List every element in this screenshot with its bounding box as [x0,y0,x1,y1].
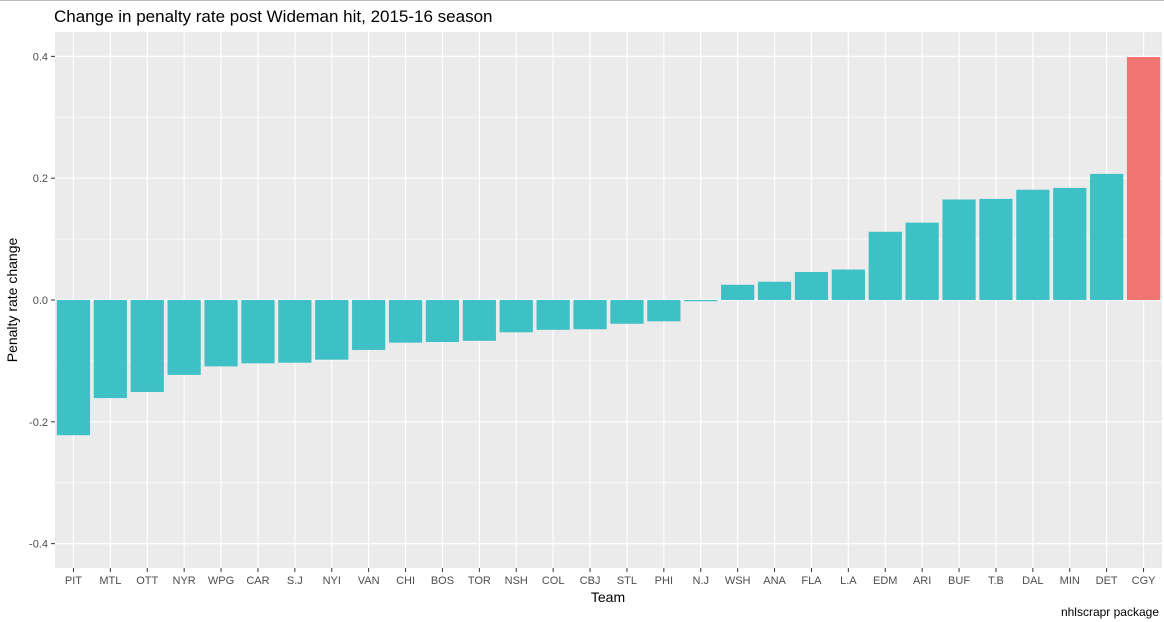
x-tick-label: CGY [1132,575,1157,587]
x-tick-label: CHI [396,575,415,587]
x-tick-label: ANA [763,575,786,587]
bar-edm [868,231,902,300]
bar-ari [905,222,939,300]
x-tick-label: BOS [431,575,454,587]
bar-ott [130,300,164,392]
bar-fla [794,271,829,300]
bar-van [352,300,386,350]
x-tick-label: COL [542,575,565,587]
bar-cgy [1126,56,1161,300]
chart-title: Change in penalty rate post Wideman hit,… [54,7,493,26]
y-tick-label: 0.4 [33,51,48,63]
bar-sj [278,300,312,363]
x-tick-label: STL [617,575,637,587]
x-tick-label: MTL [99,575,121,587]
bar-mtl [93,300,127,399]
bar-wsh [721,284,755,300]
x-tick-label: WSH [725,575,751,587]
x-axis-ticks: PIT MTL OTT NYR WPG CAR S.J NYI VAN CHI BOS TOR NSH C… [65,568,1156,587]
y-tick-label: 0.0 [33,295,48,307]
bar-min [1053,187,1087,300]
bar-nyi [315,300,349,360]
bar-phi [647,300,681,322]
bar-tor [462,300,496,341]
y-axis-label: Penalty rate change [4,238,20,363]
bar-det [1090,173,1124,300]
bar-bos [425,300,460,343]
x-tick-label: EDM [873,575,897,587]
x-tick-label: WPG [208,575,234,587]
y-tick-label: 0.2 [33,173,48,185]
x-tick-label: DAL [1022,575,1043,587]
x-tick-label: ARI [913,575,931,587]
bar-nj [684,300,718,302]
x-tick-label: PHI [655,575,673,587]
bar-stl [610,300,644,324]
x-tick-label: NSH [505,575,528,587]
x-tick-label: S.J [287,575,303,587]
x-tick-label: DET [1096,575,1118,587]
y-axis-ticks: -0.4 -0.2 0.0 0.2 0.4 [29,51,55,551]
x-tick-label: L.A [840,575,857,587]
y-tick-label: -0.2 [29,417,48,429]
bar-dal [1016,189,1050,300]
x-tick-label: TOR [468,575,491,587]
bar-nsh [499,300,533,333]
bar-wpg [204,300,238,367]
x-tick-label: NYI [323,575,341,587]
bar-cbj [573,300,607,330]
bar-col [536,300,570,330]
x-tick-label: BUF [948,575,970,587]
x-tick-label: CAR [246,575,269,587]
bars [56,56,1161,436]
x-tick-label: N.J [693,575,710,587]
x-axis-label: Team [591,589,625,605]
bar-buf [942,199,976,300]
y-tick-label: -0.4 [29,539,48,551]
x-tick-label: CBJ [580,575,601,587]
x-tick-label: FLA [801,575,822,587]
bar-nyr [167,300,201,375]
x-tick-label: OTT [136,575,158,587]
bar-pit [56,300,91,436]
chart-caption: nhlscrapr package [1061,605,1159,619]
bar-ana [757,281,792,300]
bar-tb [979,198,1013,300]
x-tick-label: NYR [173,575,196,587]
x-tick-label: PIT [65,575,82,587]
x-tick-label: T.B [988,575,1004,587]
bar-la [831,269,865,300]
x-tick-label: VAN [358,575,380,587]
x-tick-label: MIN [1060,575,1080,587]
bar-chi [388,300,423,343]
bar-car [241,300,275,364]
top-border [0,0,1164,1]
